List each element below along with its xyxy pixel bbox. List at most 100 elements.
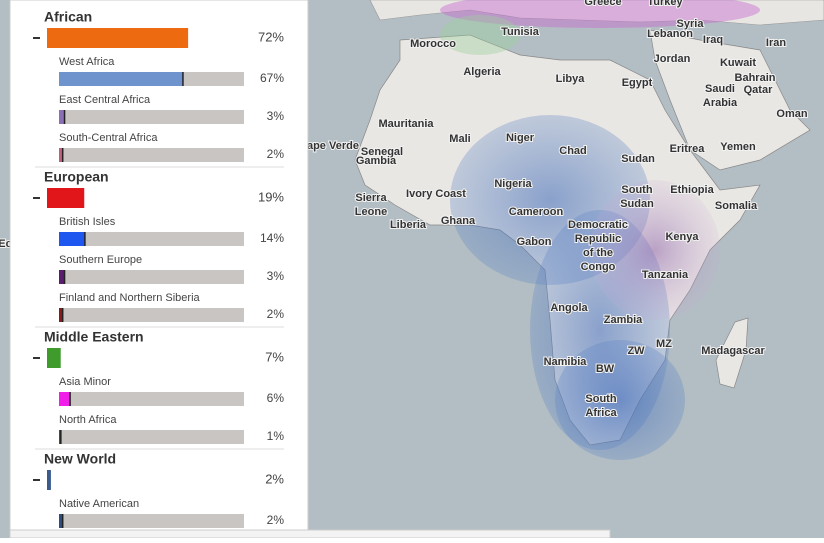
bar-track (59, 392, 244, 406)
region-name: Southern Europe (59, 254, 142, 266)
region-name: East Central Africa (59, 94, 151, 106)
bar-track (59, 514, 244, 528)
bar-track (59, 430, 244, 444)
group-percent: 7% (265, 349, 284, 364)
region-bar (59, 110, 65, 124)
region-name: Finland and Northern Siberia (59, 292, 201, 304)
map-label: Tanzania (642, 269, 689, 281)
region-percent: 3% (267, 109, 285, 123)
map-label: Lebanon (647, 28, 693, 40)
ancestry-list: African 72% West Africa 67% East Central Afr… (33, 9, 285, 534)
region-bar (59, 430, 61, 444)
map-label: Liberia (390, 219, 427, 231)
madagascar (715, 317, 749, 389)
bar-track (59, 308, 244, 322)
region-name: North Africa (59, 414, 117, 426)
map-label: Chad (559, 145, 587, 157)
map-label: Iran (766, 37, 786, 49)
europe (369, 0, 824, 26)
group-bar (47, 28, 189, 48)
map-label: Cape Verde (299, 140, 359, 152)
region-percent: 67% (260, 71, 284, 85)
map-label: Sudan (620, 198, 654, 210)
region-blob (440, 15, 520, 55)
region-percent: 14% (260, 231, 284, 245)
map-label: Namibia (544, 356, 588, 368)
region-percent: 2% (267, 307, 285, 321)
map-label: of the (583, 247, 613, 259)
map-label: Jordan (654, 53, 691, 65)
map-label: Morocco (410, 38, 456, 50)
map-label: Gambia (356, 155, 397, 167)
map-label: Arabia (703, 97, 738, 109)
map-label: Algeria (463, 66, 501, 78)
map-label: Cameroon (509, 206, 564, 218)
map-label: Zambia (604, 314, 643, 326)
arabia (649, 29, 811, 171)
map-label: Somalia (715, 200, 758, 212)
group-name: New World (44, 451, 116, 467)
group-name: European (44, 169, 109, 185)
map-label: Ethiopia (670, 184, 714, 196)
map-label: BW (596, 363, 615, 375)
map-label: Leone (355, 206, 387, 218)
region-bar (59, 270, 65, 284)
map-label: Turkey (647, 0, 683, 8)
map-label: Sudan (621, 153, 655, 165)
map-label: Senegal (361, 146, 403, 158)
map-label: Syria (677, 18, 705, 30)
region-name: West Africa (59, 56, 115, 68)
tab-bar (9, 529, 611, 539)
group-bar (47, 470, 51, 490)
map-label: Ghana (441, 215, 476, 227)
map-label: Eritrea (670, 143, 706, 155)
map-label: Libya (556, 73, 586, 85)
region-blob (590, 180, 720, 320)
region-name: Asia Minor (59, 376, 111, 388)
region-percent: 1% (267, 429, 285, 443)
group-bar (47, 348, 61, 368)
group-bar (47, 188, 85, 208)
map-label: Yemen (720, 141, 756, 153)
map-label: Republic (575, 233, 621, 245)
region-bar (59, 308, 63, 322)
map-label: Angola (550, 302, 588, 314)
map-label: Congo (581, 261, 616, 273)
map-label: Saudi (705, 83, 735, 95)
map-label: Africa (585, 407, 617, 419)
region-bar (59, 148, 63, 162)
map-label: Mauritania (378, 118, 434, 130)
region-percent: 3% (267, 269, 285, 283)
map-label: Egypt (622, 77, 653, 89)
map-labels: Greece Turkey Syria Tunisia Lebanon Iraq Iran M… (0, 0, 809, 420)
map-label: Nigeria (494, 178, 532, 190)
bar-track (59, 148, 244, 162)
map-label: Kenya (665, 231, 699, 243)
group-percent: 19% (258, 189, 284, 204)
panel (9, 0, 309, 539)
map-label: Niger (506, 132, 535, 144)
region-bar (59, 72, 183, 86)
region-blob (440, 0, 760, 28)
map-label: Greece (584, 0, 621, 8)
region-name: South-Central Africa (59, 132, 158, 144)
map-label: Bahrain (735, 72, 776, 84)
map-label: Gabon (517, 236, 552, 248)
map-label: Ivory Coast (406, 188, 466, 200)
bar-track (59, 232, 244, 246)
region-bar (59, 392, 71, 406)
map-label: South (621, 184, 652, 196)
region-bar (59, 514, 63, 528)
region-bar (59, 232, 85, 246)
region-name: British Isles (59, 216, 116, 228)
map-label: Iraq (703, 34, 723, 46)
region-blob (555, 340, 685, 460)
region-name: Native American (59, 498, 139, 510)
map-label: Mali (449, 133, 470, 145)
group-name: Middle Eastern (44, 329, 144, 345)
map-label: Sierra (355, 192, 387, 204)
map-label: South (585, 393, 616, 405)
bar-track (59, 110, 244, 124)
